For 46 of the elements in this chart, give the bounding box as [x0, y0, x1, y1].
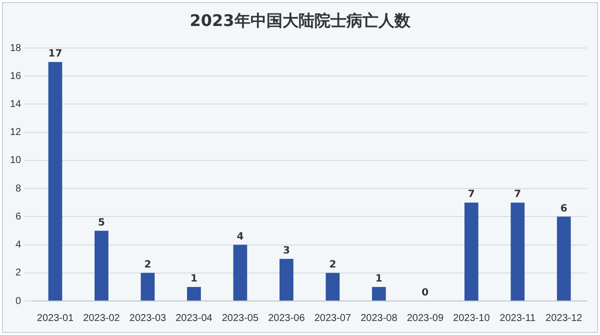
data-label: 3: [282, 245, 290, 256]
data-label: 2: [329, 259, 336, 270]
y-tick-label: 8: [16, 183, 22, 194]
x-tick-label: 2023-05: [222, 312, 259, 324]
bar: [187, 286, 201, 300]
x-tick-label: 2023-03: [129, 312, 167, 324]
y-tick-label: 18: [10, 42, 22, 54]
bar: [280, 258, 294, 300]
x-tick-label: 2023-12: [546, 312, 583, 324]
bar: [556, 216, 571, 300]
bar: [510, 202, 525, 300]
x-tick-label: 2023-04: [176, 312, 213, 324]
x-tick-label: 2023-11: [500, 312, 536, 324]
x-tick-label: 2023-08: [360, 312, 398, 324]
chart-title: 2023年中国大陆院士病亡人数: [188, 11, 412, 32]
y-tick-label: 6: [16, 211, 22, 222]
bar: [464, 202, 478, 300]
data-label: 5: [98, 217, 105, 228]
data-label: 4: [236, 231, 244, 242]
x-tick-label: 2023-07: [314, 312, 352, 324]
x-tick-label: 2023-02: [83, 312, 120, 324]
bar: [233, 244, 248, 300]
data-label: 0: [422, 288, 429, 299]
x-tick-label: 2023-09: [406, 312, 444, 324]
x-tick-label: 2023-10: [453, 312, 490, 324]
y-tick-label: 16: [10, 70, 22, 82]
bar: [372, 286, 386, 300]
y-tick-label: 12: [10, 127, 22, 138]
y-tick-label: 2: [16, 268, 22, 279]
y-tick-label: 0: [16, 296, 22, 307]
bar: [326, 272, 340, 300]
bar: [94, 230, 108, 300]
data-label: 7: [468, 189, 475, 200]
data-label: 2: [144, 259, 152, 270]
bar: [48, 62, 62, 300]
data-label: 17: [48, 48, 62, 60]
y-tick-label: 4: [16, 240, 22, 251]
y-tick-label: 14: [10, 98, 22, 110]
x-tick-label: 2023-01: [36, 312, 74, 324]
data-label: 1: [190, 274, 198, 285]
data-label: 1: [375, 274, 382, 285]
data-label: 7: [514, 189, 522, 200]
y-tick-label: 10: [10, 155, 22, 166]
data-label: 6: [560, 203, 568, 214]
x-tick-label: 2023-06: [268, 312, 306, 324]
bar: [140, 272, 155, 300]
